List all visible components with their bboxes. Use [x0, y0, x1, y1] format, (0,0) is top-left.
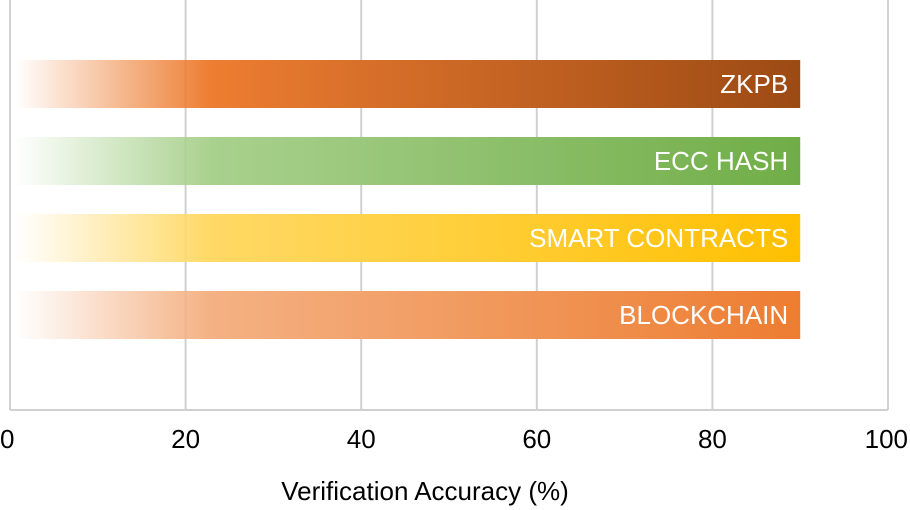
x-axis-title: Verification Accuracy (%): [281, 476, 569, 506]
x-tick-label: 0: [0, 424, 14, 454]
bar-label: BLOCKCHAIN: [619, 300, 788, 330]
bar-smart-contracts: [15, 214, 801, 262]
bar-ecc-hash: [15, 137, 801, 185]
bar-label: ECC HASH: [654, 146, 788, 176]
bars: ZKPB ECC HASH SMART CONTRACTS BLOCKCHAIN: [15, 60, 801, 339]
bar-label: SMART CONTRACTS: [529, 223, 788, 253]
bar-label: ZKPB: [720, 69, 788, 99]
bar-blockchain: [15, 291, 801, 339]
x-tick-label: 80: [698, 424, 727, 454]
x-tick-label: 100: [865, 424, 908, 454]
x-tick-label: 20: [171, 424, 200, 454]
bar-zkpb: [15, 60, 801, 108]
x-tick-label: 40: [347, 424, 376, 454]
x-axis: 0 20 40 60 80 100: [0, 409, 908, 454]
x-tick-label: 60: [522, 424, 551, 454]
